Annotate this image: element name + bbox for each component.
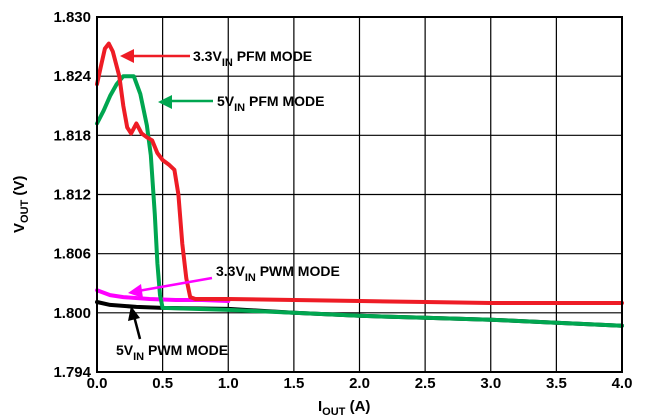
annotation-5v-pfm-sub: IN <box>234 102 245 114</box>
annotation-label-3v3-pfm: 3.3VIN PFM MODE <box>193 48 312 69</box>
annotation-5v-pfm-pre: 5V <box>217 93 235 109</box>
x-tick-label: 4.0 <box>612 375 633 392</box>
grid <box>97 17 622 372</box>
annotation-3v3-pwm-post: PWM MODE <box>256 263 340 279</box>
x-axis-title-suffix: (A) <box>345 398 370 415</box>
annotations: 3.3VIN PFM MODE 5VIN PFM MODE 3.3VIN PWM… <box>116 48 340 363</box>
x-tick-label: 3.0 <box>480 375 501 392</box>
series-line-3v3-pfm <box>95 41 624 305</box>
annotation-5v-pwm-sub: IN <box>133 351 144 363</box>
x-tick-label: 2.0 <box>349 375 370 392</box>
annotation-arrow-3v3-pwm <box>137 276 213 293</box>
y-tick-label: 1.806 <box>53 246 91 263</box>
y-axis-title-main: V <box>11 223 28 233</box>
series-line-5v-pfm <box>95 74 624 328</box>
x-axis-title: IOUT (A) <box>318 398 370 418</box>
annotation-5v-pwm-pre: 5V <box>116 342 134 358</box>
annotation-3v3-pwm-pre: 3.3V <box>216 263 245 279</box>
x-tick-label: 0.0 <box>87 375 108 392</box>
y-tick-label: 1.812 <box>53 187 91 204</box>
annotation-label-5v-pwm: 5VIN PWM MODE <box>116 342 228 363</box>
annotation-5v-pfm-post: PFM MODE <box>245 93 324 109</box>
annotation-3v3-pfm-pre: 3.3V <box>193 48 222 64</box>
annotation-arrowhead-3v3-pfm <box>120 49 134 63</box>
annotation-arrowhead-5v-pfm <box>158 95 172 109</box>
x-axis-title-sub: OUT <box>322 406 346 418</box>
annotation-arrowhead-5v-pwm <box>128 306 140 321</box>
plot-frame <box>96 16 623 373</box>
y-tick-label: 1.800 <box>53 305 91 322</box>
annotation-5v-pwm-post: PWM MODE <box>144 342 228 358</box>
y-tick-label: 1.830 <box>53 9 91 26</box>
x-tick-label: 3.5 <box>546 375 567 392</box>
x-tick-label: 2.5 <box>415 375 436 392</box>
y-axis-title-suffix: (V) <box>11 176 28 200</box>
annotation-3v3-pwm-sub: IN <box>245 272 256 284</box>
annotation-3v3-pfm-post: PFM MODE <box>233 48 312 64</box>
y-axis-title-sub: OUT <box>19 199 31 223</box>
x-axis-title-main: I <box>318 398 322 415</box>
annotation-arrow-5v-pwm <box>132 315 142 340</box>
y-tick-label: 1.824 <box>53 68 91 85</box>
y-axis-title: VOUT (V) <box>11 176 31 233</box>
y-tick-label: 1.818 <box>53 127 91 144</box>
annotation-arrowhead-3v3-pwm <box>128 284 143 298</box>
annotation-3v3-pfm-sub: IN <box>222 57 233 69</box>
y-tick-label: 1.794 <box>53 364 91 381</box>
tick-labels: 0.0 0.5 1.0 1.5 2.0 2.5 3.0 3.5 4.0 1.794 1.800 1.8… <box>53 9 632 392</box>
annotation-label-3v3-pwm: 3.3VIN PWM MODE <box>216 263 340 284</box>
annotation-label-5v-pfm: 5VIN PFM MODE <box>217 93 324 114</box>
x-tick-label: 0.5 <box>152 375 173 392</box>
x-tick-label: 1.5 <box>283 375 304 392</box>
series-lines <box>95 41 624 328</box>
x-tick-label: 1.0 <box>218 375 239 392</box>
